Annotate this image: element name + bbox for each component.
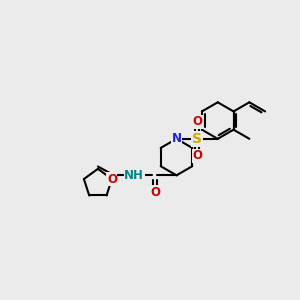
Text: O: O xyxy=(150,186,160,199)
Text: N: N xyxy=(172,132,182,145)
Text: NH: NH xyxy=(124,169,144,182)
Text: O: O xyxy=(192,115,202,128)
Text: O: O xyxy=(107,172,117,185)
Text: S: S xyxy=(192,132,202,146)
Text: O: O xyxy=(192,149,202,162)
